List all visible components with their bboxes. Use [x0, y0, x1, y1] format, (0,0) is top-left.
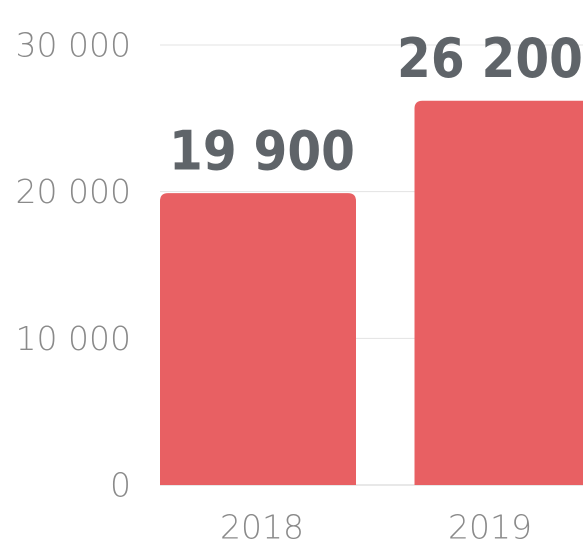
y-axis-ticks: 0 10 000 20 000 30 000	[16, 26, 131, 505]
data-label: 26 200	[397, 27, 583, 90]
y-tick-label: 20 000	[16, 172, 131, 211]
x-tick-label: 2018	[220, 508, 304, 544]
bar-2019	[414, 100, 583, 485]
x-tick-label: 2019	[448, 508, 532, 544]
data-labels: 19 900 26 200	[169, 27, 583, 182]
y-tick-label: 10 000	[16, 319, 131, 358]
data-label: 19 900	[169, 120, 355, 183]
bar-2018	[160, 193, 356, 485]
y-tick-label: 0	[110, 466, 131, 505]
bars	[160, 100, 583, 485]
y-tick-label: 30 000	[16, 26, 131, 65]
x-axis-ticks: 2018 2019	[220, 508, 532, 544]
